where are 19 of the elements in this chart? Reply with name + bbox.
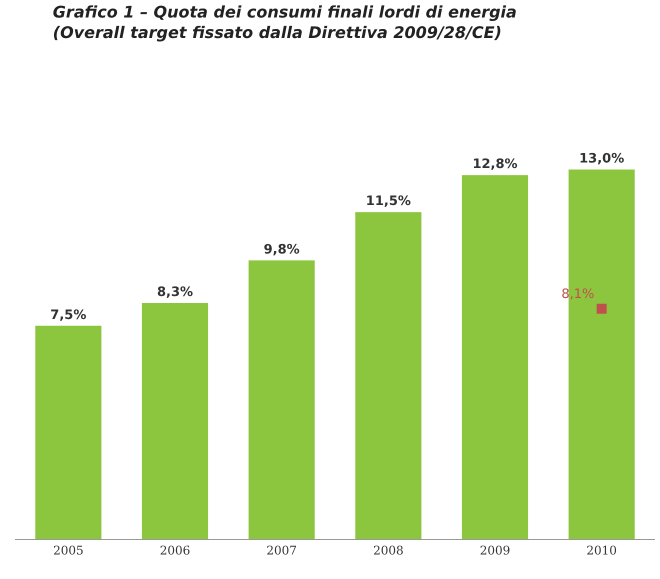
data-label: 12,8% [472, 157, 518, 172]
bar [248, 260, 315, 539]
bar [462, 175, 528, 539]
x-tick-label: 2007 [266, 543, 297, 558]
x-tick-label: 2009 [480, 543, 510, 558]
chart-subtitle: (Overall target fissato dalla Direttiva 2009/28/CE) [52, 23, 502, 42]
data-label: 13,0% [579, 151, 624, 166]
bar [355, 212, 422, 539]
data-label: 11,5% [366, 194, 411, 210]
data-label: 7,5% [50, 308, 86, 323]
x-tick-label: 2008 [373, 543, 404, 558]
data-label: 8,3% [156, 285, 194, 300]
x-tick-label: 2005 [53, 543, 84, 558]
bar [35, 326, 102, 539]
x-tick-label: 2006 [160, 543, 190, 558]
bar [142, 303, 208, 539]
x-tick-label: 2010 [586, 543, 617, 558]
data-label: 9,8% [264, 242, 300, 258]
chart-title: Grafico 1 – Quota dei consumi finali lordi di energia [52, 2, 517, 22]
